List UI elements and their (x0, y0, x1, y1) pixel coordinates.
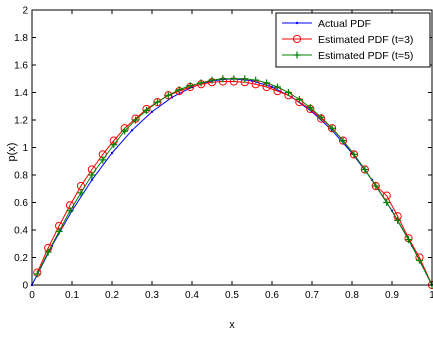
data-point (208, 76, 216, 84)
data-point (339, 137, 347, 145)
x-tick-label: 0.5 (225, 290, 239, 301)
y-tick-label: 1.4 (14, 88, 28, 99)
y-tick-label: 2 (22, 6, 28, 17)
x-tick-label: 1 (429, 290, 433, 301)
x-tick-label: 0.9 (385, 290, 399, 301)
data-point (130, 129, 134, 132)
data-point (361, 166, 369, 173)
legend-item: Estimated PDF (t=5) (282, 50, 413, 62)
data-point (33, 270, 41, 278)
x-tick-label: 0.7 (305, 290, 319, 301)
data-point (360, 165, 369, 174)
data-point (164, 91, 173, 100)
data-point (274, 83, 282, 91)
data-point (164, 91, 172, 99)
data-point (328, 124, 337, 133)
data-point (121, 127, 129, 135)
data-point (153, 98, 161, 106)
data-point (110, 141, 118, 149)
data-point (350, 150, 358, 158)
data-point (263, 79, 271, 87)
data-point (55, 227, 63, 235)
data-point (142, 106, 150, 114)
data-point (175, 86, 183, 94)
legend-marker (293, 51, 301, 59)
legend-label: Actual PDF (318, 18, 371, 30)
data-point (284, 89, 292, 96)
data-point (241, 75, 249, 83)
x-tick-label: 0.3 (145, 290, 159, 301)
x-tick-label: 0 (29, 290, 35, 301)
data-point (186, 82, 194, 90)
legend-marker (295, 21, 299, 25)
data-point (306, 104, 314, 112)
x-axis-label: x (229, 319, 235, 331)
y-tick-label: 0.8 (14, 171, 28, 182)
data-point (230, 75, 238, 83)
data-point (150, 110, 154, 113)
data-point (328, 124, 336, 132)
data-point (371, 181, 380, 191)
data-point (219, 75, 227, 83)
data-point (88, 171, 96, 179)
series-2 (33, 75, 433, 289)
legend-item: Estimated PDF (t=3) (282, 34, 413, 46)
x-tick-label: 0.4 (185, 290, 199, 301)
data-point (372, 182, 380, 190)
legend-label: Estimated PDF (t=3) (318, 34, 413, 46)
data-point (394, 216, 402, 224)
legend-box (275, 12, 431, 68)
legend-marker (292, 34, 302, 44)
y-tick-label: 0.2 (14, 253, 28, 264)
y-tick-label: 1.2 (14, 116, 28, 127)
legend-label: Estimated PDF (t=5) (318, 50, 413, 62)
data-point (295, 95, 303, 103)
data-point (383, 199, 391, 206)
y-axis-label: p(x) (6, 143, 18, 162)
y-tick-label: 1 (22, 143, 28, 154)
data-point (349, 150, 359, 159)
data-point (317, 113, 325, 121)
data-point (44, 248, 52, 256)
data-point (415, 256, 423, 264)
x-tick-label: 0.8 (345, 290, 359, 301)
data-point (110, 151, 114, 155)
data-point (252, 76, 260, 84)
data-point (77, 189, 85, 197)
y-tick-label: 0 (22, 281, 28, 292)
data-point (153, 98, 162, 107)
legend: Actual PDF Estimated PDF (t=3) Estimated P… (275, 12, 431, 68)
data-point (197, 79, 205, 87)
data-point (90, 178, 94, 182)
data-point (99, 156, 107, 164)
data-point (66, 207, 74, 215)
y-tick-label: 0.6 (14, 198, 28, 209)
x-tick-label: 0.6 (265, 290, 279, 301)
y-tick-label: 0.4 (14, 226, 28, 237)
x-tick-label: 0.2 (105, 290, 119, 301)
data-point (132, 116, 140, 124)
data-point (338, 136, 348, 145)
y-tick-label: 1.8 (14, 33, 28, 44)
legend-item: Actual PDF (282, 18, 371, 30)
data-point (270, 85, 274, 89)
x-tick-label: 0.1 (65, 290, 79, 301)
data-point (405, 236, 413, 244)
y-tick-label: 1.6 (14, 61, 28, 72)
